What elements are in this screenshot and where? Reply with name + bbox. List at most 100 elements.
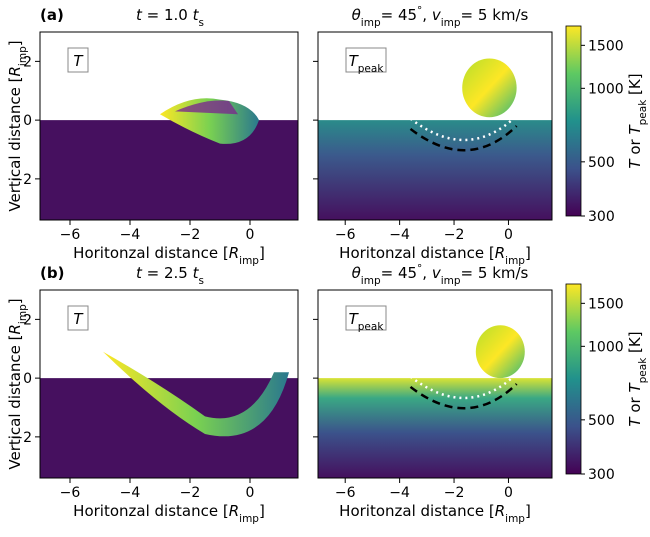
ejecta-hump (175, 100, 238, 115)
y-tick-label: −2 (11, 172, 32, 188)
params-title-part: imp (361, 275, 381, 287)
params-title: θimp= 45°, vimp= 5 km/s (352, 5, 529, 29)
y-axis-label-part: R (6, 324, 24, 334)
x-axis-label-part: Horitonzal distance [ (339, 244, 495, 262)
inset-label-part: peak (358, 321, 385, 333)
inset-label: T (73, 52, 84, 70)
x-axis-label-part: imp (239, 255, 259, 267)
axes-frame (317, 289, 553, 479)
x-tick-label: −4 (120, 485, 141, 501)
params-title-part: ° (417, 263, 422, 275)
colorbar-tick-label: 1000 (588, 339, 624, 355)
colorbar-label-part: T (626, 158, 644, 169)
y-axis-label-part: Vertical distance [ (6, 77, 24, 212)
x-axis-label-part: Horitonzal distance [ (73, 244, 229, 262)
heatmap (318, 58, 552, 220)
inset-box (67, 47, 89, 73)
inset-label-part: T (73, 310, 84, 328)
black-dashed (409, 125, 518, 152)
time-title-part: t (136, 6, 143, 24)
x-axis-label-part: ] (525, 244, 531, 262)
colorbar-label-part: or (626, 393, 644, 418)
y-tick-label: 0 (23, 113, 32, 129)
y-axis-label-part: imp (17, 46, 29, 66)
x-axis-label-part: ] (525, 502, 531, 520)
time-title-part: t (193, 264, 200, 282)
x-tick-label: −4 (389, 227, 410, 243)
colorbar-label-part: T (626, 416, 644, 427)
params-title-part: imp (361, 17, 381, 29)
params-title-part: = 5 km/s (461, 264, 529, 282)
inset-box (67, 305, 89, 331)
colorbar-label-part: peak (637, 99, 649, 126)
x-axis-label-part: imp (505, 255, 525, 267)
x-tick-label: −6 (60, 227, 81, 243)
ejecta (103, 351, 289, 437)
x-axis-label-part: R (229, 244, 239, 262)
x-axis-label: Horitonzal distance [Rimp] (73, 244, 265, 267)
inset-label-part: T (349, 310, 360, 328)
impactor (475, 325, 525, 379)
x-axis-label-part: R (495, 502, 505, 520)
colorbar-tick-label: 1500 (588, 296, 624, 312)
x-tick-label: 0 (246, 227, 255, 243)
row-label: (b) (40, 264, 64, 282)
inset-box (345, 305, 387, 331)
colorbar-label: T or Tpeak [K] (626, 331, 649, 426)
ground (318, 378, 552, 478)
x-axis-label-part: R (495, 244, 505, 262)
params-title-part: = 45 (381, 264, 417, 282)
white-dotted (409, 114, 518, 142)
x-axis-label-part: Horitonzal distance [ (339, 502, 495, 520)
y-tick-label: −2 (11, 430, 32, 446)
heatmap (40, 98, 298, 220)
white-dotted (409, 372, 518, 400)
y-tick-label: 2 (23, 312, 32, 328)
colorbar-label-part: [K] (626, 73, 644, 99)
x-axis-label-part: imp (239, 513, 259, 525)
ground (40, 120, 298, 220)
colorbar (565, 283, 582, 475)
heatmap (40, 351, 298, 478)
x-tick-label: −6 (335, 227, 356, 243)
colorbar-tick-label: 1500 (588, 38, 624, 54)
time-title-part: t (193, 6, 200, 24)
row-label: (a) (40, 6, 64, 24)
time-title-part: = 1.0 (142, 6, 193, 24)
x-tick-label: −2 (444, 485, 465, 501)
params-title-part: θ (352, 264, 361, 282)
x-axis-label-part: Horitonzal distance [ (73, 502, 229, 520)
x-tick-label: 0 (246, 485, 255, 501)
x-axis-label: Horitonzal distance [Rimp] (339, 244, 531, 267)
heatmap (318, 325, 552, 478)
colorbar-label-part: peak (637, 357, 649, 384)
inset-label-part: T (73, 52, 84, 70)
axes-frame (39, 31, 299, 221)
time-title-part: t (136, 264, 143, 282)
x-tick-label: −6 (60, 485, 81, 501)
params-title-part: v (432, 264, 442, 282)
colorbar-tick-label: 1000 (588, 81, 624, 97)
y-axis-label-part: ] (6, 298, 24, 304)
y-axis-label: Vertical distance [Rimp] (6, 40, 29, 211)
colorbar-label-part: T (626, 382, 644, 393)
params-title-part: , (422, 264, 432, 282)
colorbar-label-part: T (626, 124, 644, 135)
params-title-part: ° (417, 5, 422, 17)
y-axis-label: Vertical distance [Rimp] (6, 298, 29, 469)
x-tick-label: 0 (504, 485, 513, 501)
y-tick-label: 2 (23, 54, 32, 70)
x-tick-label: −4 (389, 485, 410, 501)
params-title-part: , (422, 6, 432, 24)
x-tick-label: −2 (444, 227, 465, 243)
inset-label: Tpeak (349, 52, 385, 75)
axes-frame (317, 31, 553, 221)
x-axis-label-part: ] (259, 502, 265, 520)
x-tick-label: −6 (335, 485, 356, 501)
x-tick-label: −2 (180, 485, 201, 501)
params-title-part: imp (441, 275, 461, 287)
inset-label-part: T (349, 52, 360, 70)
params-title-part: θ (352, 6, 361, 24)
time-title-part: = 2.5 (142, 264, 193, 282)
